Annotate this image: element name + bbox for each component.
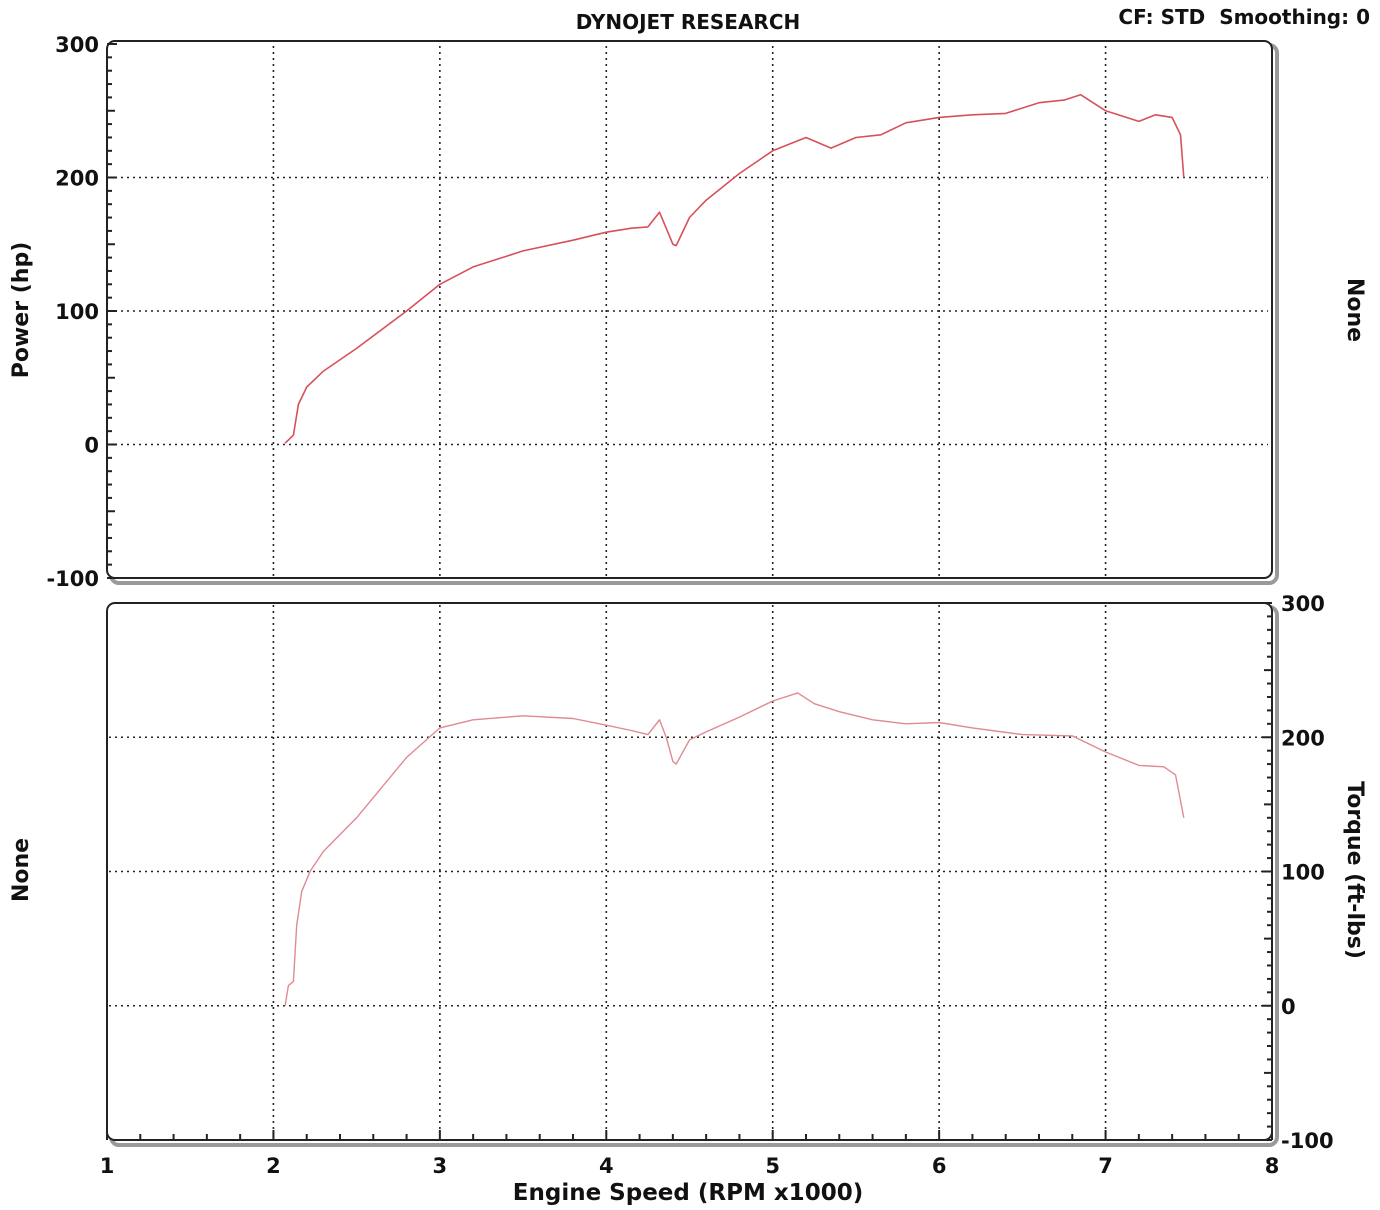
torque-series-line — [284, 692, 1185, 1006]
y-tick-label: -100 — [46, 567, 99, 591]
power-axis-ticks — [107, 43, 117, 579]
y-tick-label: 0 — [1281, 995, 1296, 1019]
y-tick-label: 200 — [1281, 726, 1325, 750]
torque-axis-label: Torque (ft-lbs) — [1342, 781, 1367, 959]
x-tick-label: 7 — [1098, 1154, 1113, 1178]
x-axis-label: Engine Speed (RPM x1000) — [513, 1180, 863, 1206]
y-tick-label: -100 — [1281, 1129, 1334, 1153]
y-tick-label: 100 — [55, 300, 99, 324]
y-tick-label: 300 — [55, 33, 99, 57]
torque-gridlines — [109, 605, 1268, 1138]
chart-title: DYNOJET RESEARCH — [576, 10, 801, 34]
power-panel-frame — [106, 40, 1273, 579]
x-tick-label: 8 — [1265, 1154, 1280, 1178]
settings-label: CF: STD Smoothing: 0 — [1118, 5, 1370, 29]
x-tick-label: 4 — [599, 1154, 614, 1178]
x-tick-label: 6 — [932, 1154, 947, 1178]
y-tick-label: 200 — [55, 167, 99, 191]
x-tick-label: 3 — [433, 1154, 448, 1178]
x-tick-label: 1 — [100, 1154, 115, 1178]
torque-left-axis-label: None — [9, 838, 34, 902]
torque-panel: 300 200 100 0 -100 — [106, 592, 1334, 1153]
x-tick-label: 5 — [765, 1154, 780, 1178]
power-y-tick-labels: 300 200 100 0 -100 — [46, 33, 99, 591]
torque-y-tick-labels: 300 200 100 0 -100 — [1281, 592, 1334, 1153]
power-panel: 300 200 100 0 -100 — [46, 33, 1279, 591]
torque-axis-ticks — [106, 602, 1273, 1141]
y-tick-label: 300 — [1281, 592, 1325, 616]
torque-panel-frame — [106, 602, 1273, 1141]
y-tick-label: 100 — [1281, 861, 1325, 885]
power-axis-label: Power (hp) — [9, 242, 34, 379]
x-tick-labels: 1 2 3 4 5 6 7 8 — [100, 1154, 1280, 1178]
power-gridlines — [109, 46, 1268, 576]
y-tick-label: 0 — [84, 434, 99, 458]
power-series-line — [284, 93, 1185, 444]
power-right-axis-label: None — [1342, 278, 1367, 342]
x-tick-label: 2 — [266, 1154, 281, 1178]
